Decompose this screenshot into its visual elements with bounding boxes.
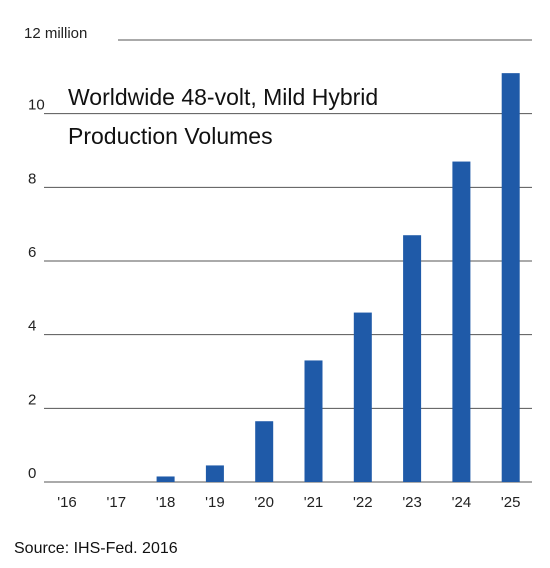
x-tick-label: '21 [304,494,324,511]
x-tick-label: '19 [205,494,225,511]
y-tick-labels: 12 million 10 8 6 4 2 0 [24,25,87,482]
x-tick-labels: '16 '17 '18 '19 '20 '21 '22 '23 '24 '25 [57,494,520,511]
bar [304,360,323,482]
x-tick-label: '22 [353,494,373,511]
bar [255,421,274,482]
y-tick-label: 2 [28,391,36,408]
bar [501,73,520,483]
x-tick-label: '24 [452,494,472,511]
x-tick-label: '18 [156,494,176,511]
bar [205,465,224,482]
bar [156,476,175,482]
chart-source: Source: IHS-Fed. 2016 [14,540,178,557]
bars [156,73,520,483]
bar [353,312,372,482]
bar [452,161,471,483]
y-tick-label: 6 [28,244,36,261]
chart-title-line-2: Production Volumes [68,123,273,149]
y-tick-label: 12 million [24,25,87,42]
x-tick-label: '17 [107,494,127,511]
x-tick-label: '20 [254,494,274,511]
x-tick-label: '23 [402,494,422,511]
y-tick-label: 8 [28,170,36,187]
y-tick-label: 4 [28,318,36,335]
x-tick-label: '25 [501,494,521,511]
x-tick-label: '16 [57,494,77,511]
gridlines [44,39,532,483]
bar [403,235,422,482]
y-tick-label: 10 [28,97,45,114]
y-tick-label: 0 [28,465,36,482]
chart-title-line-1: Worldwide 48-volt, Mild Hybrid [68,84,378,110]
